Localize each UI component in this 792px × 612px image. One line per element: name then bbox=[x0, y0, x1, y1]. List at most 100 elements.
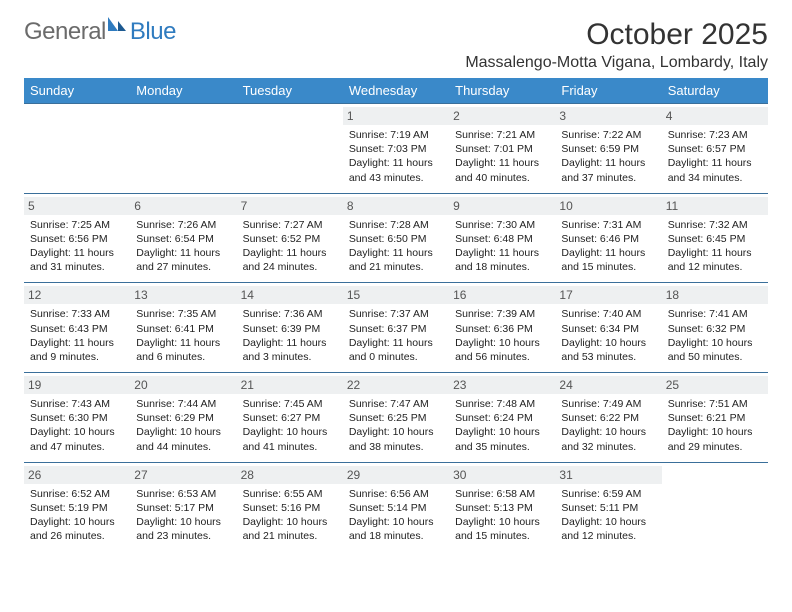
calendar-day-cell: 1Sunrise: 7:19 AMSunset: 7:03 PMDaylight… bbox=[343, 104, 449, 194]
sunrise-text: Sunrise: 7:26 AM bbox=[136, 218, 230, 232]
calendar-day-cell bbox=[130, 104, 236, 194]
day-number: 16 bbox=[449, 286, 555, 304]
sunset-text: Sunset: 6:37 PM bbox=[349, 322, 443, 336]
sunset-text: Sunset: 6:34 PM bbox=[561, 322, 655, 336]
month-title: October 2025 bbox=[465, 18, 768, 52]
daylight-text: Daylight: 11 hours and 27 minutes. bbox=[136, 246, 230, 274]
day-info: Sunrise: 6:55 AMSunset: 5:16 PMDaylight:… bbox=[243, 487, 337, 544]
calendar-day-cell: 25Sunrise: 7:51 AMSunset: 6:21 PMDayligh… bbox=[662, 373, 768, 463]
day-number: 9 bbox=[449, 197, 555, 215]
daylight-text: Daylight: 10 hours and 47 minutes. bbox=[30, 425, 124, 453]
calendar-day-cell: 30 Sunrise: 6:58 AMSunset: 5:13 PMDayligh… bbox=[449, 462, 555, 551]
day-number: 31 bbox=[555, 466, 661, 484]
calendar-day-cell: 23Sunrise: 7:48 AMSunset: 6:24 PMDayligh… bbox=[449, 373, 555, 463]
sunset-text: Sunset: 5:17 PM bbox=[136, 501, 230, 515]
calendar-week-row: 1Sunrise: 7:19 AMSunset: 7:03 PMDaylight… bbox=[24, 104, 768, 194]
sunset-text: Sunset: 6:52 PM bbox=[243, 232, 337, 246]
day-number: 22 bbox=[343, 376, 449, 394]
daylight-text: Daylight: 11 hours and 18 minutes. bbox=[455, 246, 549, 274]
calendar-day-cell: 7Sunrise: 7:27 AMSunset: 6:52 PMDaylight… bbox=[237, 193, 343, 283]
sunrise-text: Sunrise: 7:25 AM bbox=[30, 218, 124, 232]
calendar-day-cell: 3Sunrise: 7:22 AMSunset: 6:59 PMDaylight… bbox=[555, 104, 661, 194]
day-number: 23 bbox=[449, 376, 555, 394]
daylight-text: Daylight: 10 hours and 15 minutes. bbox=[455, 515, 549, 543]
day-info: Sunrise: 6:53 AMSunset: 5:17 PMDaylight:… bbox=[136, 487, 230, 544]
daylight-text: Daylight: 11 hours and 12 minutes. bbox=[668, 246, 762, 274]
sunrise-text: Sunrise: 6:58 AM bbox=[455, 487, 549, 501]
sunrise-text: Sunrise: 7:40 AM bbox=[561, 307, 655, 321]
day-info: Sunrise: 7:31 AMSunset: 6:46 PMDaylight:… bbox=[561, 218, 655, 275]
day-number: 7 bbox=[237, 197, 343, 215]
sunset-text: Sunset: 6:29 PM bbox=[136, 411, 230, 425]
calendar-table: Sunday Monday Tuesday Wednesday Thursday… bbox=[24, 78, 768, 551]
calendar-day-cell: 2Sunrise: 7:21 AMSunset: 7:01 PMDaylight… bbox=[449, 104, 555, 194]
daylight-text: Daylight: 11 hours and 15 minutes. bbox=[561, 246, 655, 274]
daylight-text: Daylight: 10 hours and 23 minutes. bbox=[136, 515, 230, 543]
day-info: Sunrise: 7:36 AMSunset: 6:39 PMDaylight:… bbox=[243, 307, 337, 364]
sunset-text: Sunset: 5:16 PM bbox=[243, 501, 337, 515]
calendar-day-cell: 16 Sunrise: 7:39 AMSunset: 6:36 PMDayligh… bbox=[449, 283, 555, 373]
sunset-text: Sunset: 6:27 PM bbox=[243, 411, 337, 425]
sunrise-text: Sunrise: 7:23 AM bbox=[668, 128, 762, 142]
sunset-text: Sunset: 6:54 PM bbox=[136, 232, 230, 246]
calendar-day-cell: 19Sunrise: 7:43 AMSunset: 6:30 PMDayligh… bbox=[24, 373, 130, 463]
title-block: October 2025 Massalengo-Motta Vigana, Lo… bbox=[465, 18, 768, 72]
day-header: Sunday bbox=[24, 78, 130, 104]
day-number: 18 bbox=[662, 286, 768, 304]
logo-text-general: General bbox=[24, 18, 106, 46]
sunset-text: Sunset: 6:36 PM bbox=[455, 322, 549, 336]
calendar-day-cell bbox=[237, 104, 343, 194]
sunrise-text: Sunrise: 7:49 AM bbox=[561, 397, 655, 411]
calendar-week-row: 12Sunrise: 7:33 AMSunset: 6:43 PMDayligh… bbox=[24, 283, 768, 373]
day-info: Sunrise: 7:49 AMSunset: 6:22 PMDaylight:… bbox=[561, 397, 655, 454]
day-info: Sunrise: 7:33 AMSunset: 6:43 PMDaylight:… bbox=[30, 307, 124, 364]
daylight-text: Daylight: 11 hours and 9 minutes. bbox=[30, 336, 124, 364]
day-info: Sunrise: 6:58 AMSunset: 5:13 PMDaylight:… bbox=[455, 487, 549, 544]
sunrise-text: Sunrise: 7:31 AM bbox=[561, 218, 655, 232]
calendar-day-cell: 26Sunrise: 6:52 AMSunset: 5:19 PMDayligh… bbox=[24, 462, 130, 551]
calendar-week-row: 19Sunrise: 7:43 AMSunset: 6:30 PMDayligh… bbox=[24, 373, 768, 463]
day-number: 14 bbox=[237, 286, 343, 304]
sunrise-text: Sunrise: 7:37 AM bbox=[349, 307, 443, 321]
day-info: Sunrise: 6:52 AMSunset: 5:19 PMDaylight:… bbox=[30, 487, 124, 544]
sunset-text: Sunset: 6:45 PM bbox=[668, 232, 762, 246]
sunrise-text: Sunrise: 7:19 AM bbox=[349, 128, 443, 142]
calendar-day-cell: 14 Sunrise: 7:36 AMSunset: 6:39 PMDayligh… bbox=[237, 283, 343, 373]
calendar-day-cell: 13Sunrise: 7:35 AMSunset: 6:41 PMDayligh… bbox=[130, 283, 236, 373]
calendar-day-cell: 24Sunrise: 7:49 AMSunset: 6:22 PMDayligh… bbox=[555, 373, 661, 463]
sunrise-text: Sunrise: 7:43 AM bbox=[30, 397, 124, 411]
calendar-day-cell: 22Sunrise: 7:47 AMSunset: 6:25 PMDayligh… bbox=[343, 373, 449, 463]
calendar-day-cell: 17Sunrise: 7:40 AMSunset: 6:34 PMDayligh… bbox=[555, 283, 661, 373]
day-header: Saturday bbox=[662, 78, 768, 104]
calendar-day-cell: 8Sunrise: 7:28 AMSunset: 6:50 PMDaylight… bbox=[343, 193, 449, 283]
day-number: 6 bbox=[130, 197, 236, 215]
daylight-text: Daylight: 11 hours and 3 minutes. bbox=[243, 336, 337, 364]
day-number: 29 bbox=[343, 466, 449, 484]
daylight-text: Daylight: 10 hours and 29 minutes. bbox=[668, 425, 762, 453]
day-info: Sunrise: 7:43 AMSunset: 6:30 PMDaylight:… bbox=[30, 397, 124, 454]
calendar-day-cell: 10Sunrise: 7:31 AMSunset: 6:46 PMDayligh… bbox=[555, 193, 661, 283]
daylight-text: Daylight: 11 hours and 34 minutes. bbox=[668, 156, 762, 184]
calendar-head: Sunday Monday Tuesday Wednesday Thursday… bbox=[24, 78, 768, 104]
day-info: Sunrise: 7:39 AMSunset: 6:36 PMDaylight:… bbox=[455, 307, 549, 364]
day-info: Sunrise: 7:51 AMSunset: 6:21 PMDaylight:… bbox=[668, 397, 762, 454]
daylight-text: Daylight: 10 hours and 26 minutes. bbox=[30, 515, 124, 543]
day-number: 30 bbox=[449, 466, 555, 484]
sunset-text: Sunset: 6:41 PM bbox=[136, 322, 230, 336]
day-info: Sunrise: 7:37 AMSunset: 6:37 PMDaylight:… bbox=[349, 307, 443, 364]
sunset-text: Sunset: 6:25 PM bbox=[349, 411, 443, 425]
sunrise-text: Sunrise: 7:51 AM bbox=[668, 397, 762, 411]
daylight-text: Daylight: 11 hours and 43 minutes. bbox=[349, 156, 443, 184]
sunrise-text: Sunrise: 7:33 AM bbox=[30, 307, 124, 321]
daylight-text: Daylight: 10 hours and 32 minutes. bbox=[561, 425, 655, 453]
day-info: Sunrise: 6:59 AMSunset: 5:11 PMDaylight:… bbox=[561, 487, 655, 544]
day-info: Sunrise: 7:35 AMSunset: 6:41 PMDaylight:… bbox=[136, 307, 230, 364]
calendar-day-cell: 21Sunrise: 7:45 AMSunset: 6:27 PMDayligh… bbox=[237, 373, 343, 463]
day-info: Sunrise: 7:22 AMSunset: 6:59 PMDaylight:… bbox=[561, 128, 655, 185]
day-header: Friday bbox=[555, 78, 661, 104]
day-number: 5 bbox=[24, 197, 130, 215]
calendar-day-cell bbox=[24, 104, 130, 194]
day-number: 21 bbox=[237, 376, 343, 394]
location-subtitle: Massalengo-Motta Vigana, Lombardy, Italy bbox=[465, 54, 768, 72]
day-number: 1 bbox=[343, 107, 449, 125]
